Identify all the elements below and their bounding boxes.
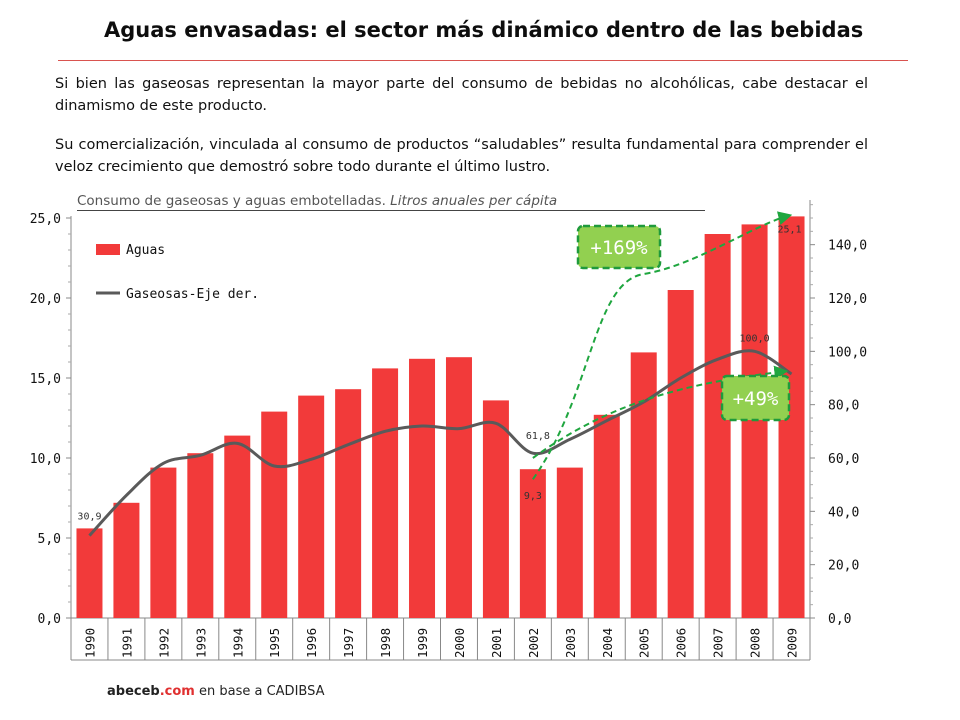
x-axis-tick-label: 2000 — [452, 628, 467, 658]
x-axis-tick-label: 1990 — [82, 628, 97, 658]
brand-domain: .com — [159, 684, 195, 699]
x-axis-tick-label: 2007 — [711, 628, 726, 658]
arrow-aguas-growth — [532, 211, 793, 480]
bar-aguas-2003 — [556, 467, 583, 618]
data-label: 100,0 — [740, 333, 770, 344]
combo-chart: 0,0 5,0 10,0 15,0 20,0 25,0 0,0 20,0 40,0 60,0 80,… — [30, 200, 867, 661]
x-axis-tick-label: 1999 — [415, 628, 430, 658]
chart-title-subtitle: Litros anuales per cápita — [390, 193, 558, 209]
x-axis-tick-label: 1991 — [119, 628, 134, 658]
intro-paragraph: Si bien las gaseosas representan la mayo… — [55, 76, 868, 114]
title-divider — [58, 60, 908, 61]
page-title: Aguas envasadas: el sector más dinámico … — [104, 18, 864, 42]
context-paragraph: Su comercialización, vinculada al consum… — [55, 137, 868, 175]
callout-gaseosas-growth-box — [720, 374, 791, 422]
right-axis-tick-label: 140,0 — [828, 239, 867, 254]
bar-aguas-2004 — [593, 414, 620, 618]
left-axis-tick-label: 25,0 — [30, 212, 61, 227]
bar-aguas-1999 — [409, 358, 436, 618]
legend-label-aguas: Aguas — [126, 243, 165, 258]
legend-label-gaseosas: Gaseosas-Eje der. — [126, 287, 259, 302]
bars-layer — [76, 216, 805, 618]
bar-aguas-1995 — [261, 411, 288, 618]
brand-name: abeceb — [107, 684, 160, 699]
callout-gaseosas-growth-label: +49% — [733, 388, 779, 410]
x-axis-tick-label: 2006 — [674, 628, 689, 658]
x-axis-tick-label: 1998 — [378, 628, 393, 658]
bar-aguas-2000 — [445, 357, 472, 618]
x-axis-tick-label: 2005 — [637, 628, 652, 658]
x-axis-tick-label: 2009 — [785, 628, 800, 658]
source-footer: abeceb.com en base a CADIBSA — [107, 684, 324, 699]
line-layer — [88, 349, 793, 537]
x-axis-tick-label: 1994 — [230, 628, 245, 658]
bar-aguas-1992 — [150, 467, 177, 618]
bar-aguas-2001 — [482, 400, 509, 618]
line-gaseosas — [88, 349, 793, 537]
right-axis-tick-label: 120,0 — [828, 292, 867, 307]
left-axis-tick-label: 0,0 — [38, 612, 61, 627]
source-text: en base a CADIBSA — [199, 684, 325, 699]
bar-aguas-1994 — [224, 435, 251, 618]
right-axis-tick-label: 100,0 — [828, 345, 867, 360]
right-axis-tick-label: 0,0 — [828, 612, 851, 627]
right-axis-tick-label: 40,0 — [828, 505, 859, 520]
data-label: 61,8 — [526, 431, 550, 442]
bar-aguas-1998 — [372, 368, 399, 618]
bar-aguas-2006 — [667, 290, 694, 618]
legend-swatch-aguas — [96, 244, 120, 255]
growth-callouts: +169% +49% — [576, 224, 791, 422]
x-axis-tick-label: 1993 — [193, 628, 208, 658]
x-axis-tick-label: 2008 — [748, 628, 763, 658]
x-axis-tick-label: 1995 — [267, 628, 282, 658]
data-labels-layer: 30,9 61,8 100,0 9,3 25,1 — [77, 224, 801, 522]
bar-aguas-1993 — [187, 453, 214, 618]
chart-title-main: Consumo de gaseosas y aguas embotelladas… — [77, 193, 386, 209]
callout-aguas-growth-label: +169% — [590, 237, 648, 259]
left-axis-tick-label: 20,0 — [30, 292, 61, 307]
x-axis-tick-label: 1997 — [341, 628, 356, 658]
x-axis-tick-label: 2002 — [526, 628, 541, 658]
bar-aguas-2002 — [519, 469, 546, 618]
right-axis-tick-label: 60,0 — [828, 452, 859, 467]
data-label: 25,1 — [777, 224, 801, 235]
bar-aguas-2007 — [704, 234, 731, 618]
x-axis-tick-label: 1992 — [156, 628, 171, 658]
bar-aguas-1991 — [113, 502, 140, 618]
axes-layer: 0,0 5,0 10,0 15,0 20,0 25,0 0,0 20,0 40,0 60,0 80,… — [30, 200, 867, 661]
x-axis-tick-label: 2003 — [563, 628, 578, 658]
right-axis-tick-label: 20,0 — [828, 559, 859, 574]
bar-aguas-1996 — [298, 395, 325, 618]
right-axis-tick-label: 80,0 — [828, 399, 859, 414]
data-label: 9,3 — [524, 491, 542, 502]
callout-aguas-growth-box — [576, 224, 662, 270]
left-axis-tick-label: 10,0 — [30, 452, 61, 467]
bar-aguas-2005 — [630, 352, 657, 618]
x-axis-tick-label: 1996 — [304, 628, 319, 658]
legend: Aguas Gaseosas-Eje der. — [96, 243, 259, 302]
bar-aguas-1990 — [76, 528, 103, 618]
left-axis-tick-label: 5,0 — [38, 532, 61, 547]
x-axis-tick-label: 2001 — [489, 628, 504, 658]
left-axis-tick-label: 15,0 — [30, 372, 61, 387]
data-label: 30,9 — [77, 512, 101, 523]
bar-aguas-1997 — [335, 389, 362, 618]
chart-title: Consumo de gaseosas y aguas embotelladas… — [77, 193, 705, 211]
x-axis-tick-label: 2004 — [600, 628, 615, 658]
